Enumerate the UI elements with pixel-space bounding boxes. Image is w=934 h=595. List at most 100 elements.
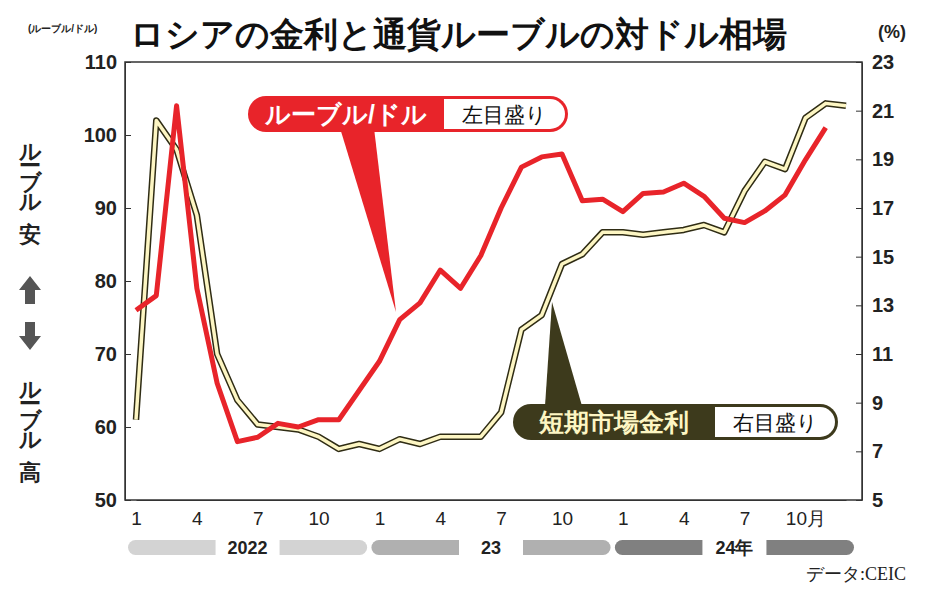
y-tick-label: 60 xyxy=(95,416,117,438)
plot-frame xyxy=(125,62,862,500)
x-tick-label: 1 xyxy=(618,508,629,529)
x-tick: 4 xyxy=(192,500,203,529)
y2-tick-mark xyxy=(856,500,862,501)
y-tick-label: 80 xyxy=(95,270,117,292)
y-tick-mark xyxy=(125,135,131,136)
y2-tick: 15 xyxy=(856,246,894,268)
y2-axis-title: (%) xyxy=(878,22,906,42)
legend-label: ルーブル/ドル xyxy=(264,100,427,128)
y-tick-mark xyxy=(125,208,131,209)
x-tick-label: 7 xyxy=(740,508,751,529)
y-tick-mark xyxy=(125,427,131,428)
y-tick-label: 70 xyxy=(95,343,117,365)
x-tick: 7 xyxy=(253,500,264,529)
y-tick: 100 xyxy=(84,124,131,146)
x-tick: 7 xyxy=(496,500,507,529)
legend-callout: 短期市場金利右目盛り xyxy=(513,302,838,440)
callout-pointer xyxy=(340,128,396,312)
year-label: 24年 xyxy=(715,538,753,558)
x-tick-label: 10 xyxy=(309,508,330,529)
y-annotation-up: ルーブル安 xyxy=(17,128,43,246)
x-tick-label: 10 xyxy=(552,508,573,529)
y-axis-title: (ルーブル/ドル) xyxy=(28,23,97,34)
y2-tick: 23 xyxy=(856,51,894,73)
callout-box xyxy=(248,96,568,132)
y-tick-label: 110 xyxy=(85,51,117,73)
y2-tick: 19 xyxy=(856,148,894,170)
axis-line xyxy=(137,500,847,501)
year-bands: 2022 23 24年 xyxy=(128,538,854,558)
y2-tick: 7 xyxy=(856,440,883,462)
x-tick: 7 xyxy=(740,500,751,529)
x-tick-label: 10月 xyxy=(786,508,826,529)
y-annotation-down: ルーブル高 xyxy=(17,366,43,484)
y2-tick-mark xyxy=(856,403,862,404)
line xyxy=(136,103,846,449)
x-tick-label: 4 xyxy=(435,508,446,529)
x-axis: 1 4 7 10 1 4 7 10 1 4 7 10月 xyxy=(131,500,846,529)
y-tick-label: 90 xyxy=(95,197,117,219)
year-label-bg xyxy=(702,538,766,557)
callout-pointer xyxy=(545,302,582,406)
year-label: 2022 xyxy=(228,538,268,558)
callout-box-inner xyxy=(715,407,731,437)
y-axis: 50 60 70 80 90 100 110 xyxy=(84,51,131,511)
y-tick: 60 xyxy=(95,416,131,438)
y-tick-mark xyxy=(125,354,131,355)
y2-tick: 5 xyxy=(856,489,883,511)
x-tick: 4 xyxy=(435,500,446,529)
line-outline xyxy=(136,103,846,449)
x-tick: 10月 xyxy=(786,500,826,529)
year-label: 23 xyxy=(481,538,501,558)
legend-callout: ルーブル/ドル左目盛り xyxy=(248,96,568,312)
callout-box-inner xyxy=(444,99,460,129)
plot-area xyxy=(136,103,846,449)
y2-tick: 17 xyxy=(856,197,894,219)
y2-tick-label: 15 xyxy=(872,246,894,268)
y2-tick-mark xyxy=(856,257,862,258)
y2-tick-mark xyxy=(856,111,862,112)
y2-tick-label: 11 xyxy=(872,343,893,365)
axis-line xyxy=(862,63,863,501)
callout-box-inner xyxy=(444,99,565,129)
y2-tick-label: 9 xyxy=(872,392,883,414)
arrow-up xyxy=(19,276,41,304)
x-tick: 1 xyxy=(131,500,142,529)
y2-tick-label: 19 xyxy=(872,148,894,170)
chart: ロシアの金利と通貨ルーブルの対ドル相場(ルーブル/ドル)(%)ルーブル安ルーブル… xyxy=(0,0,934,595)
y2-tick-mark xyxy=(856,451,862,452)
x-tick-label: 4 xyxy=(192,508,203,529)
x-tick-label: 7 xyxy=(253,508,264,529)
y2-tick-mark xyxy=(856,305,862,306)
x-tick: 10 xyxy=(309,500,330,529)
y2-tick-label: 23 xyxy=(872,51,894,73)
callout-box-inner xyxy=(715,407,835,437)
y2-tick-mark xyxy=(856,159,862,160)
arrow-down xyxy=(19,322,41,350)
y2-tick: 21 xyxy=(856,100,894,122)
y2-tick-label: 13 xyxy=(872,294,894,316)
x-tick-label: 4 xyxy=(679,508,690,529)
y-tick-mark xyxy=(125,500,131,501)
y-tick-mark xyxy=(125,62,131,63)
y-tick: 70 xyxy=(95,343,131,365)
line xyxy=(136,106,826,442)
y2-tick: 13 xyxy=(856,294,894,316)
y2-tick-mark xyxy=(856,62,862,63)
x-tick-label: 1 xyxy=(131,508,142,529)
source: データ:CEIC xyxy=(806,564,906,584)
x-tick-label: 7 xyxy=(496,508,507,529)
x-tick-label: 1 xyxy=(375,508,386,529)
y2-tick-label: 5 xyxy=(872,489,883,511)
y2-tick-label: 17 xyxy=(872,197,894,219)
y-tick: 90 xyxy=(95,197,131,219)
y2-tick-label: 21 xyxy=(872,100,894,122)
legend-label: 短期市場金利 xyxy=(538,408,689,436)
y-tick: 50 xyxy=(95,489,131,511)
year-label-bg xyxy=(216,538,280,557)
y2-tick: 9 xyxy=(856,392,883,414)
y2-tick-mark xyxy=(856,208,862,209)
year-label-bg xyxy=(459,538,523,557)
y-tick: 110 xyxy=(85,51,131,73)
y-tick: 80 xyxy=(95,270,131,292)
